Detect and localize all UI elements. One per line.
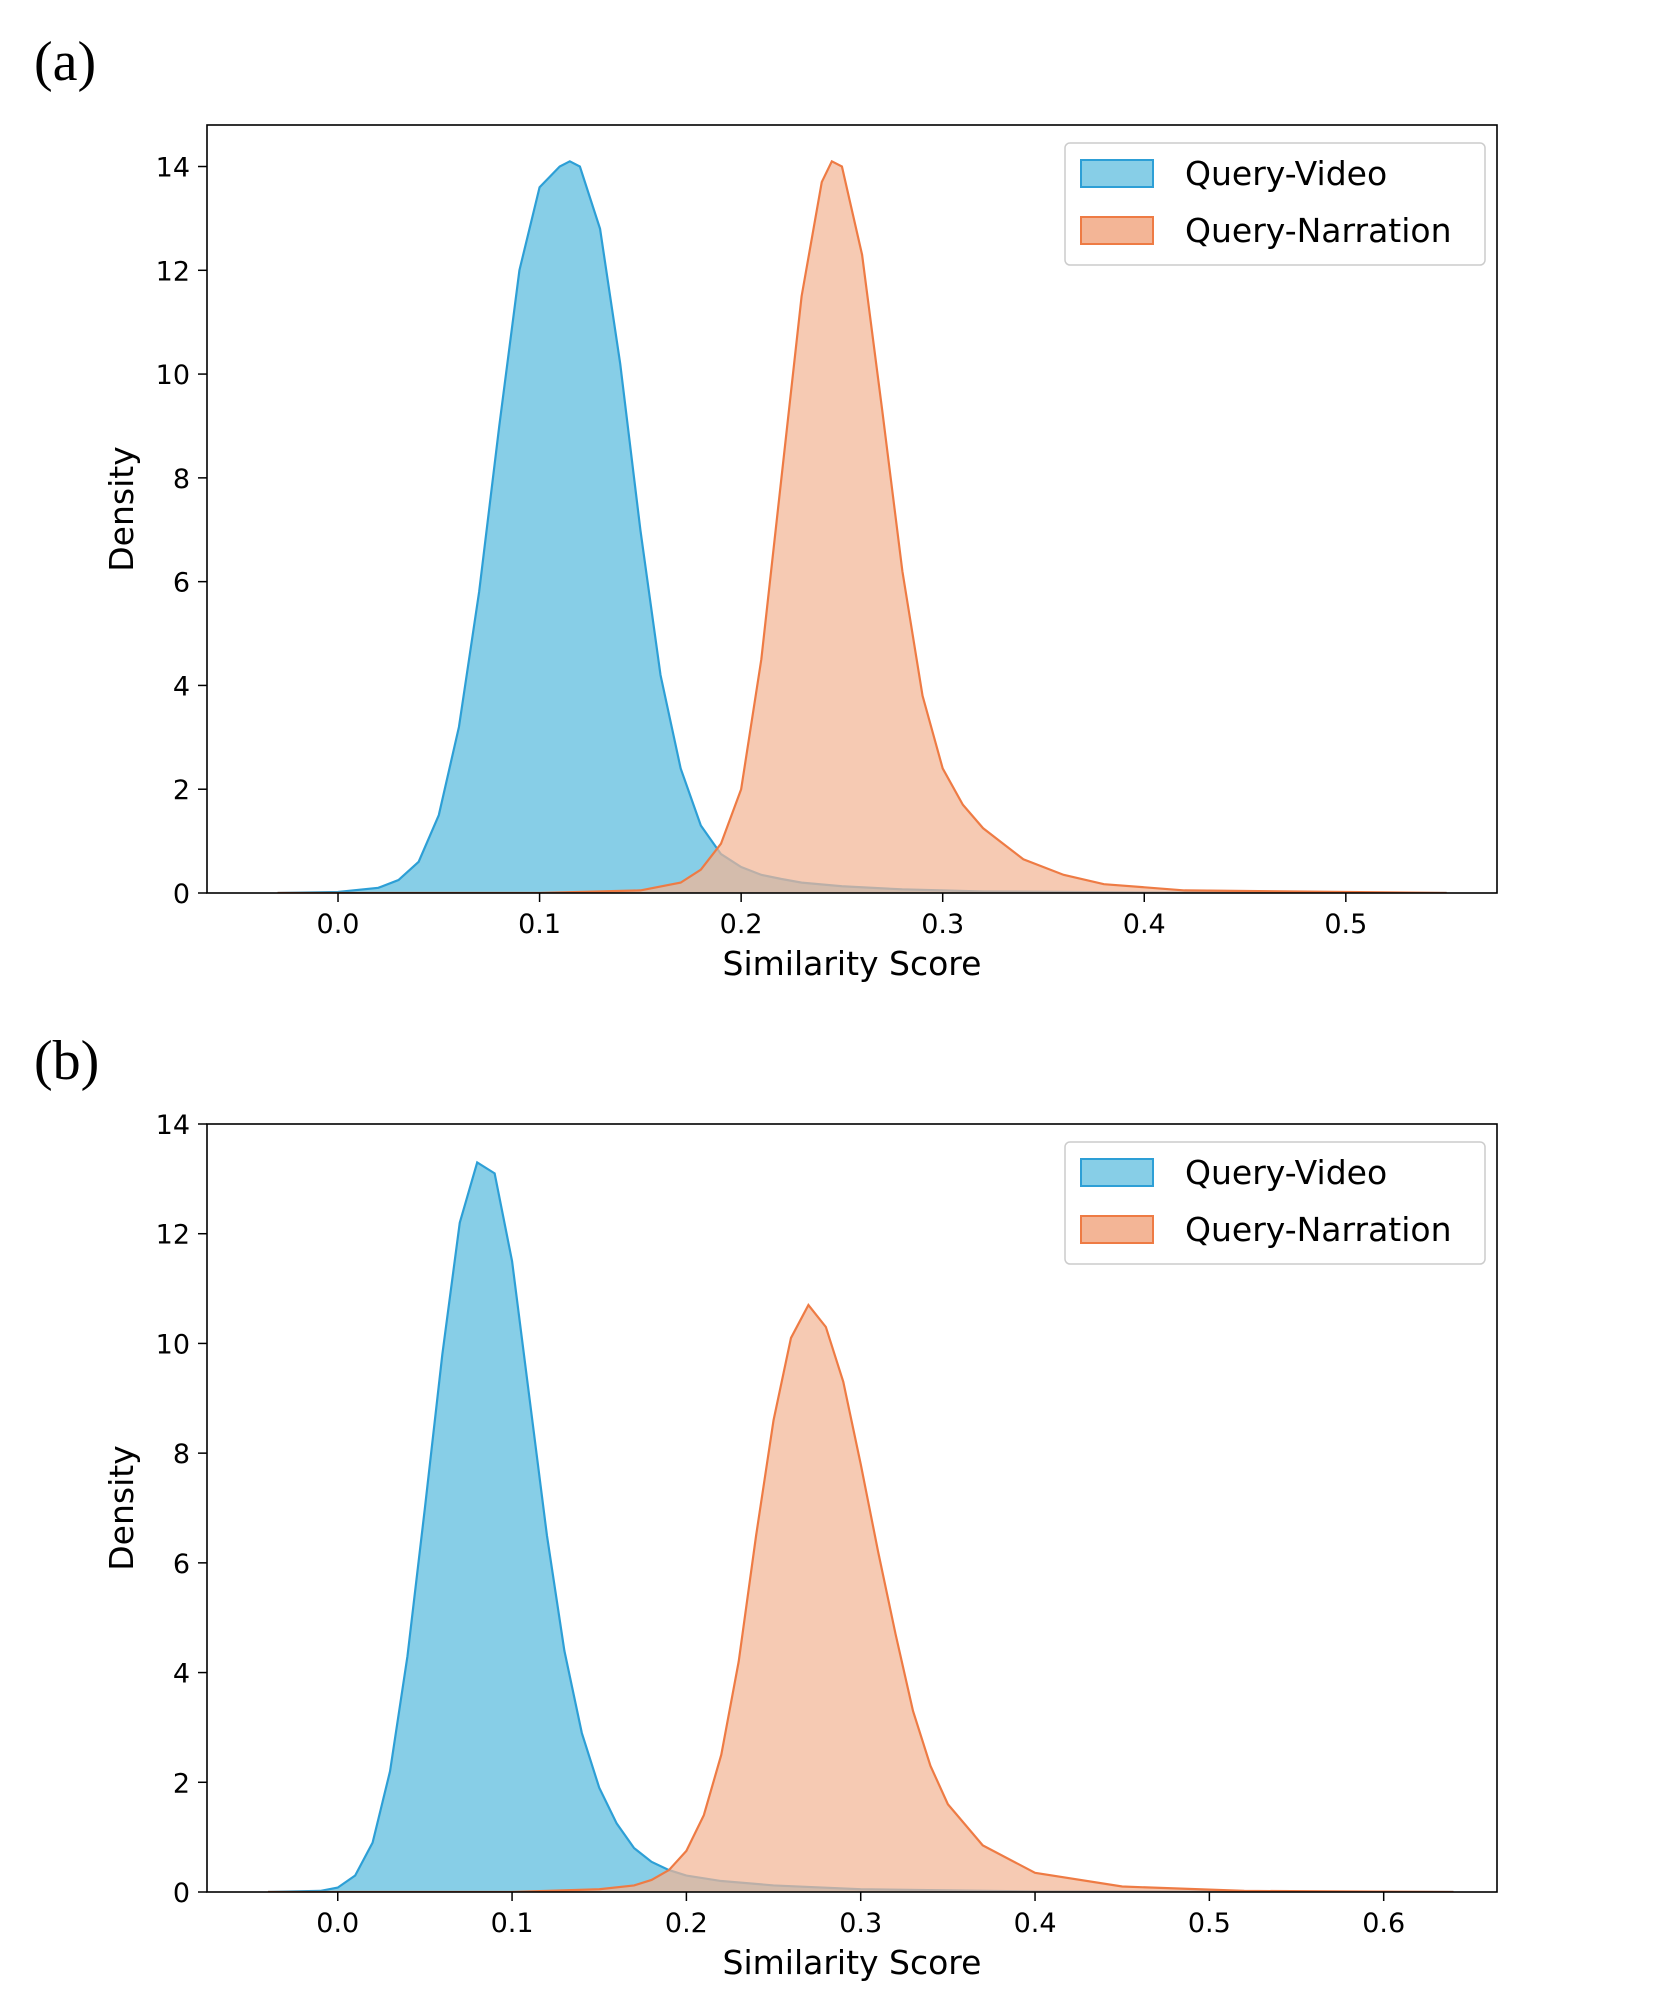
panel-label-b: (b) bbox=[34, 1030, 100, 1092]
x-tick-label: 0.5 bbox=[1188, 1908, 1231, 1939]
y-tick-label: 6 bbox=[173, 568, 190, 599]
query-narration-density-area bbox=[277, 161, 1447, 893]
legend-swatch-query-narration bbox=[1080, 216, 1154, 245]
legend-box bbox=[1064, 142, 1486, 266]
y-tick-label: 0 bbox=[173, 879, 190, 910]
panel-a: (a) 0.0 0.1 0.2 0.3 0.4 0.5 0 2 4 6 8 10 12 14 Similar… bbox=[34, 31, 1498, 983]
x-axis-title: Similarity Score bbox=[723, 944, 982, 983]
query-narration-density-line bbox=[268, 1303, 1454, 1892]
x-tick-label: 0.2 bbox=[665, 1908, 708, 1939]
query-video-density-area bbox=[268, 1162, 1454, 1892]
y-tick-label: 14 bbox=[156, 153, 190, 184]
plot-frame bbox=[206, 124, 1498, 894]
legend-box bbox=[1064, 1141, 1486, 1265]
plot-frame bbox=[206, 1123, 1498, 1893]
x-axis-title: Similarity Score bbox=[723, 1943, 982, 1982]
y-tick-label: 10 bbox=[156, 1329, 190, 1360]
legend-swatch-query-video bbox=[1080, 1158, 1154, 1187]
x-tick-label: 0.0 bbox=[317, 909, 360, 940]
query-narration-density-line bbox=[277, 159, 1447, 893]
y-tick-label: 12 bbox=[156, 256, 190, 287]
y-axis-title: Density bbox=[102, 446, 141, 571]
y-tick-label: 2 bbox=[173, 775, 190, 806]
x-tick-label: 0.1 bbox=[491, 1908, 534, 1939]
x-tick-label: 0.3 bbox=[921, 909, 964, 940]
series-group bbox=[267, 1160, 1454, 1892]
y-tick-label: 8 bbox=[173, 464, 190, 495]
query-video-density-area bbox=[277, 161, 1447, 893]
legend-label-query-video: Query-Video bbox=[1185, 154, 1387, 193]
y-tick-label: 10 bbox=[156, 360, 190, 391]
legend-label-query-video: Query-Video bbox=[1185, 1153, 1387, 1192]
x-tick-label: 0.3 bbox=[839, 1908, 882, 1939]
x-tick-label: 0.5 bbox=[1324, 909, 1367, 940]
y-tick-label: 4 bbox=[173, 1659, 190, 1690]
legend-swatch-query-narration bbox=[1080, 1215, 1154, 1244]
x-tick-label: 0.4 bbox=[1123, 909, 1166, 940]
density-chart-b: 0.0 0.1 0.2 0.3 0.4 0.5 0.6 0 2 4 6 8 10 12 14 Similari… bbox=[102, 1110, 1498, 1982]
x-tick-label: 0.2 bbox=[720, 909, 763, 940]
query-narration-density-area bbox=[268, 1305, 1454, 1892]
y-axis-title: Density bbox=[102, 1445, 141, 1570]
y-tick-label: 2 bbox=[173, 1768, 190, 1799]
series-group bbox=[277, 159, 1447, 893]
density-chart-a: 0.0 0.1 0.2 0.3 0.4 0.5 0 2 4 6 8 10 12 14 Similarity … bbox=[102, 124, 1498, 983]
x-tick-label: 0.4 bbox=[1014, 1908, 1057, 1939]
panel-b: (b) 0.0 0.1 0.2 0.3 0.4 0.5 0.6 0 2 4 6 8 10 12 14 Simi… bbox=[0, 999, 1661, 1998]
y-tick-label: 8 bbox=[173, 1439, 190, 1470]
y-tick-label: 12 bbox=[156, 1220, 190, 1251]
legend-label-query-narration: Query-Narration bbox=[1185, 211, 1452, 250]
y-tick-label: 0 bbox=[173, 1878, 190, 1909]
x-tick-label: 0.0 bbox=[316, 1908, 359, 1939]
x-tick-label: 0.1 bbox=[518, 909, 561, 940]
y-tick-label: 4 bbox=[173, 671, 190, 702]
legend-label-query-narration: Query-Narration bbox=[1185, 1210, 1452, 1249]
y-tick-label: 6 bbox=[173, 1549, 190, 1580]
y-tick-label: 14 bbox=[156, 1110, 190, 1141]
x-tick-label: 0.6 bbox=[1362, 1908, 1405, 1939]
legend-swatch-query-video bbox=[1080, 159, 1154, 188]
panel-label-a: (a) bbox=[34, 31, 97, 93]
